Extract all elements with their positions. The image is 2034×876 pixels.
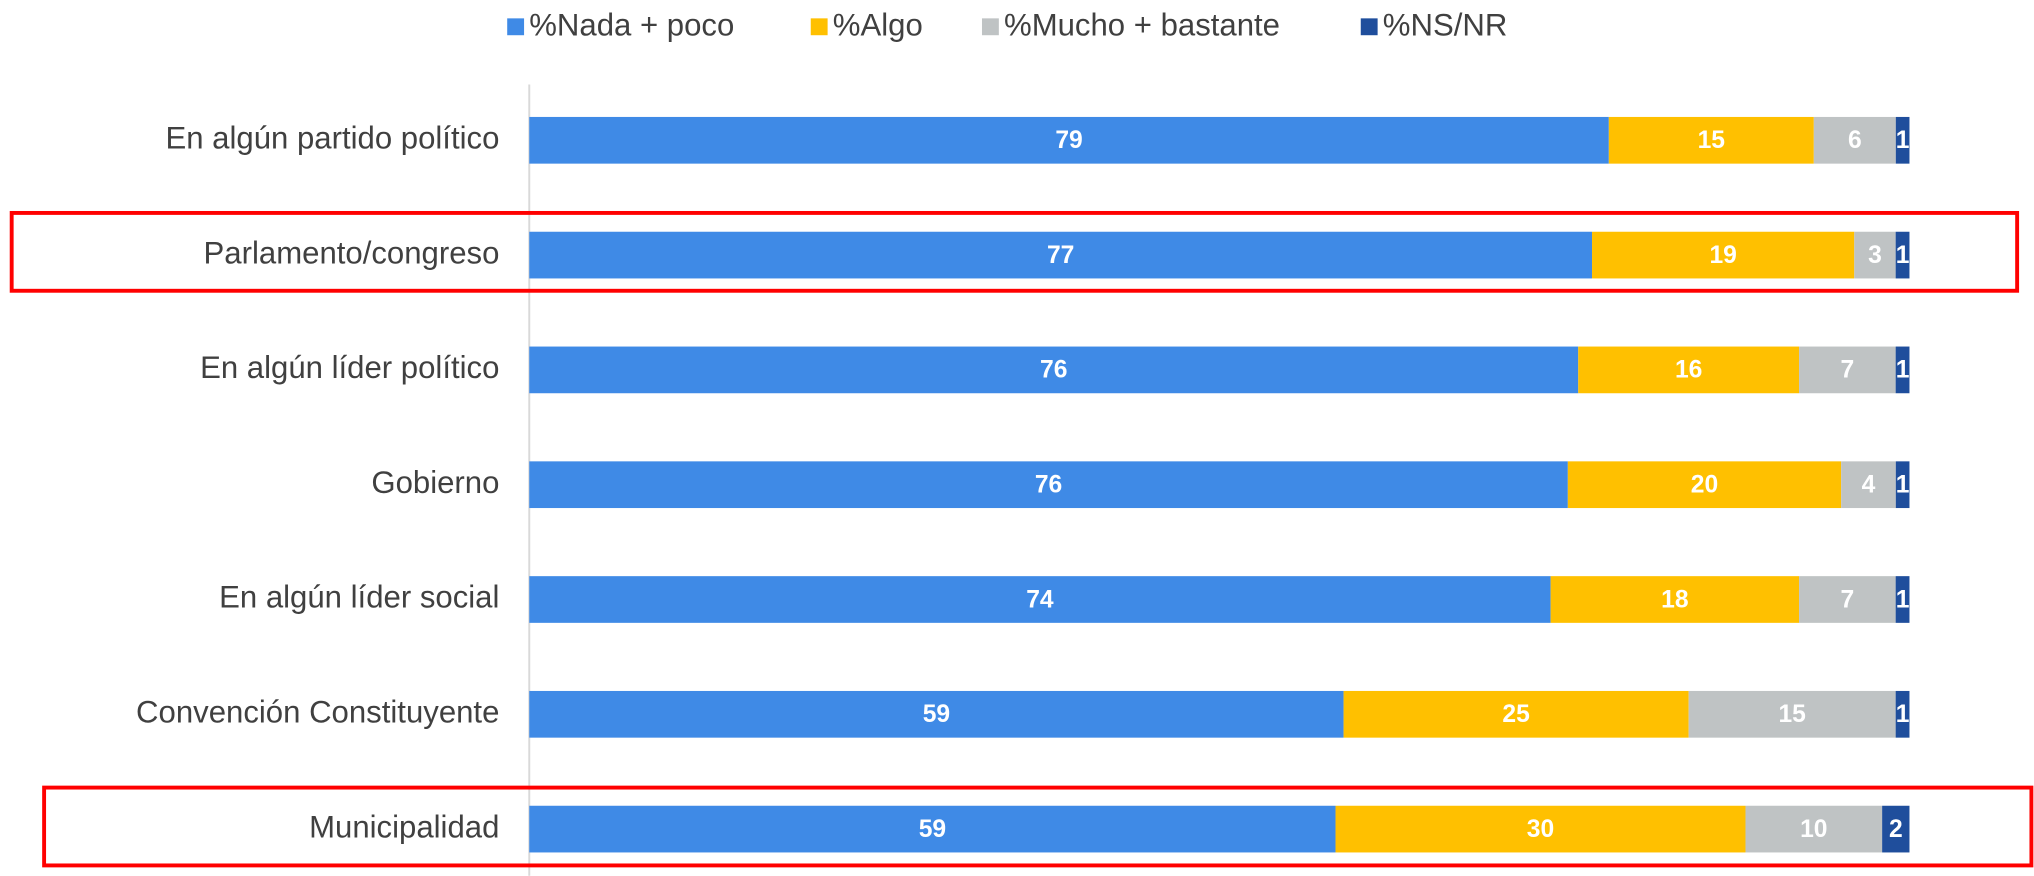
legend-swatch bbox=[981, 18, 999, 36]
bar-segment bbox=[1592, 231, 1855, 279]
data-label: 76 bbox=[1040, 357, 1067, 384]
data-label: 19 bbox=[1709, 242, 1736, 269]
bar-segment bbox=[1578, 346, 1800, 394]
data-label: 59 bbox=[923, 701, 950, 728]
bar-segment bbox=[1688, 690, 1896, 738]
data-label: 7 bbox=[1841, 357, 1855, 384]
bar-segment bbox=[1343, 690, 1689, 738]
plot: %Nada + poco %Algo %Mucho + bastante %NS/NR… bbox=[136, 8, 1910, 853]
bar-segment bbox=[1882, 805, 1910, 853]
category-label: Municipalidad bbox=[309, 809, 499, 844]
data-label: 76 bbox=[1035, 472, 1062, 499]
bar-segment bbox=[1895, 346, 1910, 394]
bar-segment bbox=[1854, 231, 1896, 279]
legend-label: %Algo bbox=[833, 8, 923, 43]
legend-label: %NS/NR bbox=[1383, 8, 1508, 43]
highlight-box bbox=[9, 210, 2020, 293]
legend-label: %Mucho + bastante bbox=[1004, 8, 1280, 43]
data-label: 1 bbox=[1896, 586, 1910, 613]
bar-segment bbox=[1895, 461, 1910, 509]
data-label: 1 bbox=[1896, 242, 1910, 269]
data-label: 20 bbox=[1691, 472, 1718, 499]
data-label: 3 bbox=[1868, 242, 1882, 269]
data-label: 16 bbox=[1675, 357, 1702, 384]
bar-segment bbox=[1567, 461, 1842, 509]
data-label: 30 bbox=[1527, 816, 1554, 843]
bar-segment bbox=[1895, 690, 1910, 738]
bar-segment bbox=[1799, 576, 1896, 623]
data-label: 79 bbox=[1055, 127, 1082, 154]
data-label: 15 bbox=[1778, 701, 1806, 728]
legend-swatch bbox=[810, 18, 828, 36]
bar-segment bbox=[529, 690, 1344, 738]
bar-segment bbox=[1895, 576, 1910, 623]
bar-segment bbox=[1608, 116, 1814, 164]
data-label: 1 bbox=[1896, 357, 1910, 384]
bar-segment bbox=[1895, 231, 1910, 279]
bar-segment bbox=[1813, 116, 1896, 164]
data-label: 18 bbox=[1661, 586, 1688, 613]
data-label: 15 bbox=[1698, 127, 1726, 154]
data-label: 1 bbox=[1896, 472, 1910, 499]
data-label: 4 bbox=[1862, 472, 1876, 499]
data-label: 6 bbox=[1848, 127, 1862, 154]
data-label: 74 bbox=[1026, 586, 1054, 613]
legend-swatch bbox=[1360, 18, 1378, 36]
category-label: Parlamento/congreso bbox=[204, 235, 500, 270]
bar-segment bbox=[529, 346, 1579, 394]
bar-segment bbox=[529, 231, 1593, 279]
bar-segment bbox=[529, 116, 1609, 164]
bar-segment bbox=[529, 576, 1551, 623]
bar-segment bbox=[1799, 346, 1896, 394]
category-label: Gobierno bbox=[371, 465, 499, 500]
bar-segment bbox=[529, 461, 1568, 509]
data-label: 10 bbox=[1800, 816, 1827, 843]
category-label: Convención Constituyente bbox=[136, 695, 499, 730]
data-label: 25 bbox=[1502, 701, 1530, 728]
data-label: 1 bbox=[1896, 701, 1910, 728]
data-label: 77 bbox=[1047, 242, 1074, 269]
data-label: 2 bbox=[1889, 816, 1903, 843]
bar-segment bbox=[1335, 805, 1746, 853]
legend-swatch bbox=[507, 18, 525, 36]
bar-segment bbox=[1841, 461, 1896, 509]
bar-segment bbox=[1895, 116, 1910, 164]
bar-segment bbox=[1745, 805, 1883, 853]
data-label: 1 bbox=[1896, 127, 1910, 154]
legend-label: %Nada + poco bbox=[529, 8, 734, 43]
category-label: En algún partido político bbox=[165, 121, 499, 156]
data-label: 59 bbox=[919, 816, 946, 843]
data-label: 7 bbox=[1841, 586, 1855, 613]
bar-segment bbox=[529, 805, 1336, 853]
category-label: En algún líder político bbox=[200, 350, 499, 385]
highlight-box bbox=[42, 785, 2034, 868]
category-label: En algún líder social bbox=[219, 580, 499, 615]
bar-segment bbox=[1550, 576, 1800, 623]
